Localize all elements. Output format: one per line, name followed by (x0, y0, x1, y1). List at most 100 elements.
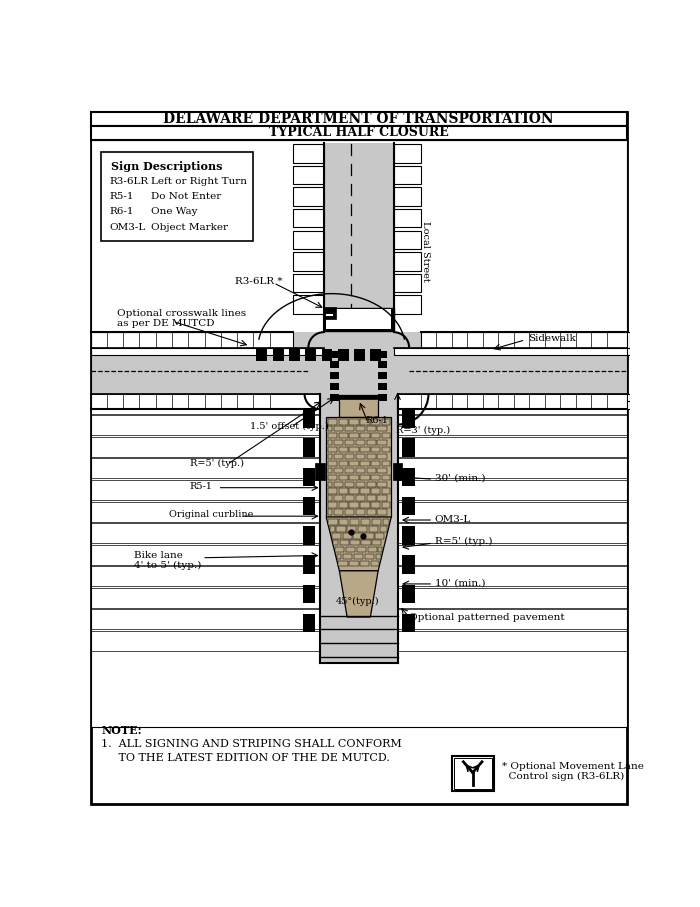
Bar (338, 349, 349, 361)
Bar (371, 561, 379, 566)
Bar (303, 526, 315, 545)
Bar (377, 482, 386, 487)
Bar (328, 426, 332, 432)
Bar (367, 468, 376, 473)
Text: R=5' (typ.): R=5' (typ.) (435, 537, 492, 546)
Bar (293, 144, 324, 162)
Bar (360, 461, 370, 466)
Text: Sidewalk: Sidewalk (528, 334, 575, 343)
Bar (293, 295, 324, 314)
Bar (334, 509, 343, 514)
Bar (303, 614, 315, 632)
Bar (334, 468, 343, 473)
Bar (303, 497, 315, 515)
Bar (393, 230, 421, 249)
Bar (398, 588, 627, 608)
Bar (356, 440, 365, 445)
Bar (328, 474, 337, 480)
Bar (372, 540, 382, 545)
Bar (349, 461, 358, 466)
Bar (360, 419, 370, 424)
Bar (356, 509, 365, 514)
Text: 45°(typ.): 45°(typ.) (335, 597, 379, 606)
Bar (398, 458, 627, 478)
Bar (90, 394, 293, 409)
Bar (293, 166, 324, 184)
Bar (330, 372, 340, 379)
Bar (90, 332, 627, 409)
Bar (360, 447, 370, 453)
Bar (339, 433, 348, 438)
Bar (367, 440, 376, 445)
Text: Original curbline: Original curbline (169, 510, 253, 519)
Bar (303, 438, 315, 457)
Bar (330, 351, 340, 357)
Polygon shape (340, 571, 378, 617)
Text: Sign Descriptions: Sign Descriptions (111, 161, 223, 172)
Bar (402, 409, 414, 427)
Bar (347, 526, 356, 532)
Bar (339, 489, 348, 493)
Bar (371, 489, 381, 493)
Bar (367, 454, 376, 459)
Bar (90, 610, 320, 629)
Bar (402, 585, 414, 603)
Bar (361, 540, 370, 545)
Bar (293, 188, 324, 206)
Bar (377, 468, 386, 473)
Bar (357, 547, 366, 552)
Bar (349, 561, 358, 566)
Bar (90, 588, 320, 608)
Text: Do Not Enter: Do Not Enter (151, 192, 221, 201)
Bar (398, 523, 627, 543)
Bar (90, 332, 293, 347)
Bar (378, 372, 387, 379)
Bar (328, 454, 332, 459)
Bar (402, 497, 414, 515)
Bar (289, 349, 300, 361)
Bar (330, 526, 335, 532)
Bar (90, 347, 324, 356)
Bar (328, 468, 332, 473)
Bar (303, 468, 315, 486)
Text: TO THE LATEST EDITION OF THE DE MUTCD.: TO THE LATEST EDITION OF THE DE MUTCD. (102, 753, 391, 763)
Bar (339, 461, 348, 466)
Text: 10' (min.): 10' (min.) (435, 579, 485, 588)
Bar (303, 555, 315, 574)
Bar (398, 545, 627, 565)
Bar (334, 482, 343, 487)
Polygon shape (326, 417, 391, 517)
Bar (371, 433, 381, 438)
Bar (345, 426, 354, 432)
Bar (393, 144, 421, 162)
Bar (367, 482, 376, 487)
Bar (339, 419, 348, 424)
Bar (393, 347, 630, 356)
Bar (452, 756, 494, 791)
Bar (303, 585, 315, 603)
Bar (324, 307, 393, 330)
Bar (340, 519, 349, 524)
Bar (90, 566, 320, 586)
Bar (398, 437, 627, 457)
Bar (339, 502, 348, 508)
Bar (398, 394, 630, 402)
Bar (382, 502, 390, 508)
Bar (90, 394, 320, 402)
Bar (328, 482, 332, 487)
Bar (382, 474, 390, 480)
Bar (346, 547, 355, 552)
Bar (328, 440, 332, 445)
Bar (328, 519, 337, 524)
Bar (356, 495, 365, 501)
Bar (398, 415, 627, 435)
Bar (398, 480, 627, 500)
Bar (328, 433, 337, 438)
Bar (368, 547, 377, 552)
Bar (328, 489, 337, 493)
Text: R6-1: R6-1 (365, 416, 388, 425)
Text: R3-6LR: R3-6LR (109, 177, 148, 186)
Bar (330, 383, 340, 390)
Text: Bike lane
4' to 5' (typ.): Bike lane 4' to 5' (typ.) (134, 551, 202, 571)
Bar (393, 252, 421, 270)
